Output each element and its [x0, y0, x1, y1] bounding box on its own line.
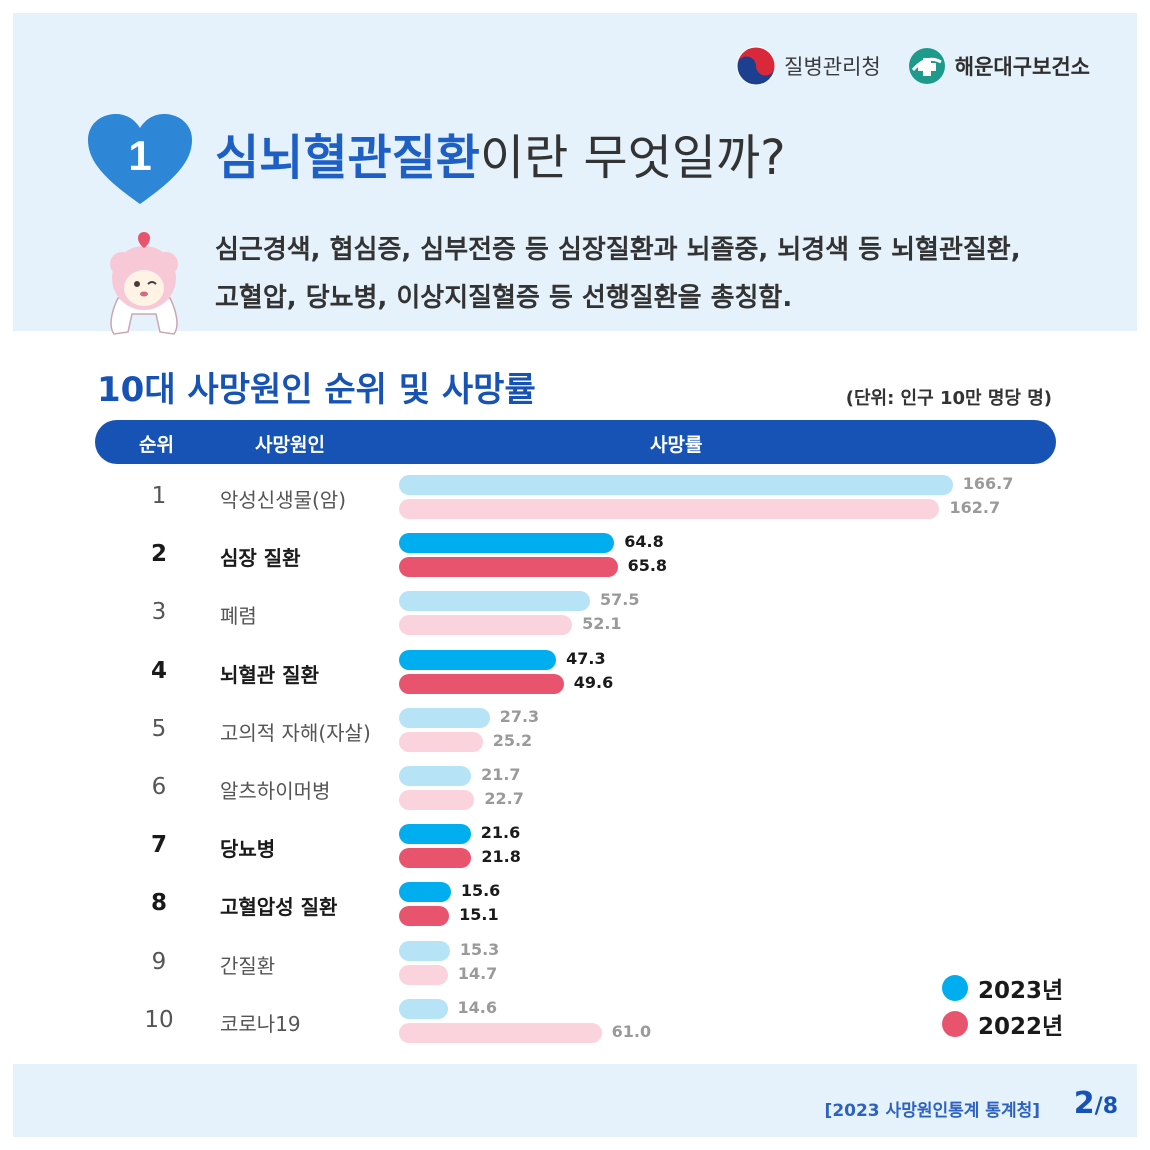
value-label-2022: 25.2 [492, 730, 533, 750]
cause-label: 폐렴 [220, 604, 257, 629]
header-cause: 사망원인 [255, 434, 325, 456]
value-label-2023: 64.8 [624, 532, 664, 552]
cause-label: 간질환 [220, 953, 276, 978]
page-title: 심뇌혈관질환이란 무엇일까? [215, 128, 786, 188]
cause-label: 고혈압성 질환 [220, 895, 338, 920]
value-label-2022: 22.7 [484, 789, 524, 808]
description: 심근경색, 협심증, 심부전증 등 심장질환과 뇌졸중, 뇌경색 등 뇌혈관질환… [215, 226, 1021, 322]
bar-2022 [399, 1022, 602, 1043]
kdca-logo: 질병관리청 [736, 46, 881, 86]
value-label-2022: 49.6 [573, 672, 614, 692]
cause-label: 당뇨병 [220, 837, 276, 862]
bar-2022 [399, 557, 618, 578]
bar-2022 [399, 848, 472, 869]
legend-item-2023: 2023년 [942, 970, 1063, 1006]
section-title: 10대 사망원인 순위 및 사망률 [97, 370, 536, 410]
rank-label: 7 [150, 832, 167, 859]
value-label-2022: 65.8 [627, 556, 668, 576]
bar-2022 [399, 731, 483, 752]
bar-2023 [399, 824, 471, 845]
legend-dot-2022 [942, 1011, 968, 1037]
cause-label: 심장 질환 [220, 546, 301, 571]
cause-label: 코로나19 [220, 1011, 301, 1036]
rank-label: 1 [151, 483, 167, 509]
value-label-2023: 15.6 [460, 881, 501, 901]
unit-label: (단위: 인구 10만 명당 명) [845, 388, 1052, 409]
source-label: [2023 사망원인통계 통계청] [824, 1101, 1040, 1121]
page-total: /8 [1094, 1094, 1118, 1119]
legend-dot-2023 [942, 975, 968, 1001]
value-label-2023: 27.3 [499, 706, 540, 726]
value-label-2023: 15.3 [459, 939, 500, 959]
rank-label: 6 [151, 774, 167, 800]
legend-label-2022: 2022년 [978, 1014, 1064, 1040]
header-rank: 순위 [139, 434, 174, 456]
cause-label: 뇌혈관 질환 [220, 662, 319, 687]
value-label-2022: 162.7 [949, 498, 1001, 517]
rank-label: 4 [150, 657, 167, 684]
value-label-2023: 21.6 [480, 823, 521, 843]
description-line-2: 고혈압, 당뇨병, 이상지질혈증 등 선행질환을 총칭함. [215, 283, 793, 313]
title-highlight: 심뇌혈관질환 [215, 130, 480, 186]
bar-2023 [399, 998, 448, 1019]
cause-label: 고의적 자해(자살) [220, 720, 371, 745]
value-label-2022: 14.7 [457, 963, 498, 983]
page-current: 2 [1073, 1086, 1095, 1121]
bar-2023 [399, 940, 450, 961]
rank-label: 10 [144, 1006, 174, 1033]
health-center-logo-text: 해운대구보건소 [954, 55, 1090, 79]
alpaca-mascot-icon [110, 232, 178, 335]
cause-label: 알츠하이머병 [220, 779, 331, 803]
table-header: 순위 사망원인 사망률 [95, 420, 1056, 464]
value-label-2023: 14.6 [457, 997, 497, 1017]
taegeuk-icon [736, 46, 776, 86]
page-indicator: 2/8 [1074, 1086, 1118, 1121]
bar-2023 [399, 882, 451, 903]
bar-2023 [399, 766, 472, 786]
bar-2022 [399, 790, 475, 810]
bar-2023 [399, 649, 557, 670]
value-label-2023: 166.7 [962, 474, 1014, 493]
footer-panel [13, 1064, 1137, 1137]
value-label-2022: 21.8 [481, 847, 521, 867]
legend-item-2022: 2022년 [942, 1006, 1063, 1042]
title-rest: 이란 무엇일까? [479, 130, 786, 186]
value-label-2023: 21.7 [481, 765, 521, 784]
header-rate: 사망률 [650, 434, 703, 456]
rank-label: 2 [150, 541, 167, 568]
logo-group: 질병관리청 해운대구보건소 [736, 46, 1090, 86]
intro-panel [13, 13, 1137, 331]
value-label-2022: 61.0 [611, 1021, 652, 1041]
value-label-2023: 47.3 [566, 648, 606, 668]
value-label-2023: 57.5 [600, 590, 640, 610]
bar-2023 [399, 475, 953, 495]
bar-2022 [399, 499, 940, 519]
rank-label: 9 [151, 948, 167, 975]
value-label-2022: 52.1 [582, 614, 622, 634]
cause-label: 악성신생물(암) [220, 488, 347, 512]
bar-2023 [399, 591, 590, 612]
heart-number-badge: 1 [88, 114, 192, 204]
bar-2023 [399, 533, 615, 554]
value-label-2022: 15.1 [459, 905, 499, 925]
bar-2022 [399, 906, 450, 927]
heart-number: 1 [128, 132, 151, 179]
description-line-1: 심근경색, 협심증, 심부전증 등 심장질환과 뇌졸중, 뇌경색 등 뇌혈관질환… [215, 235, 1021, 265]
bar-2023 [399, 707, 490, 728]
rank-label: 8 [150, 890, 167, 917]
rank-label: 5 [151, 715, 167, 742]
rank-label: 3 [151, 599, 167, 626]
legend: 2023년 2022년 [942, 970, 1063, 1042]
health-center-logo: 해운대구보건소 [907, 46, 1090, 86]
kdca-logo-text: 질병관리청 [784, 55, 881, 79]
health-cross-icon [908, 48, 945, 84]
bar-2022 [399, 673, 564, 694]
bar-2022 [399, 615, 573, 636]
legend-label-2023: 2023년 [978, 978, 1064, 1004]
bar-2022 [399, 964, 448, 985]
